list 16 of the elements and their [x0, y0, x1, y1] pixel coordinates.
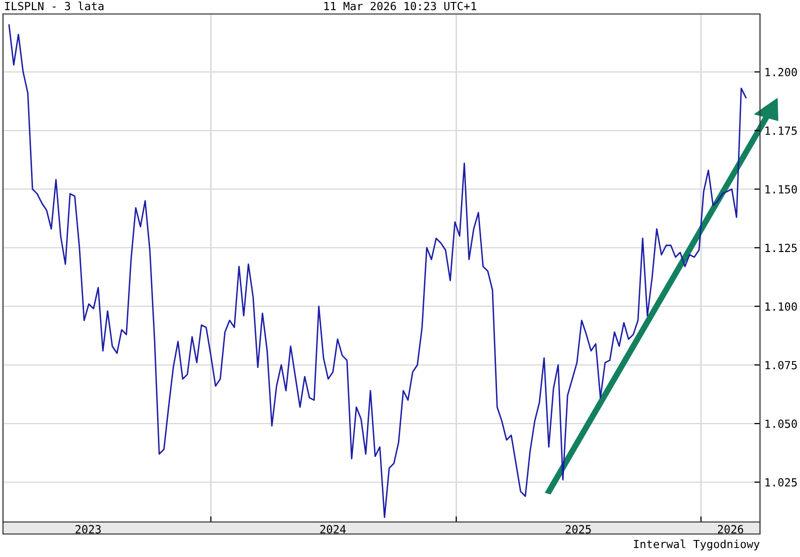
x-tick-label: 2023 [76, 525, 101, 534]
line-series [8, 24, 747, 518]
y-tick-label: 1.100 [766, 302, 797, 311]
y-tick-label: 1.050 [766, 420, 797, 428]
y-tick-label: 1.025 [766, 478, 797, 487]
y-tick-label: 1.125 [766, 244, 797, 252]
chart-title: ILSPLN - 3 lata [5, 2, 104, 10]
y-tick-label: 1.200 [766, 68, 797, 76]
x-tick-label: 2026 [718, 525, 744, 534]
x-tick-label: 2024 [320, 525, 346, 534]
y-tick-label: 1.075 [766, 360, 797, 370]
y-tick-label: 1.175 [766, 126, 797, 135]
y-tick-label: 1.150 [766, 185, 797, 194]
chart-subtitle: 11 Mar 2026 10:23 UTC+1 [324, 2, 476, 10]
text: Interwal Tygodniowy [634, 540, 760, 550]
x-tick-label: 2025 [566, 525, 591, 534]
